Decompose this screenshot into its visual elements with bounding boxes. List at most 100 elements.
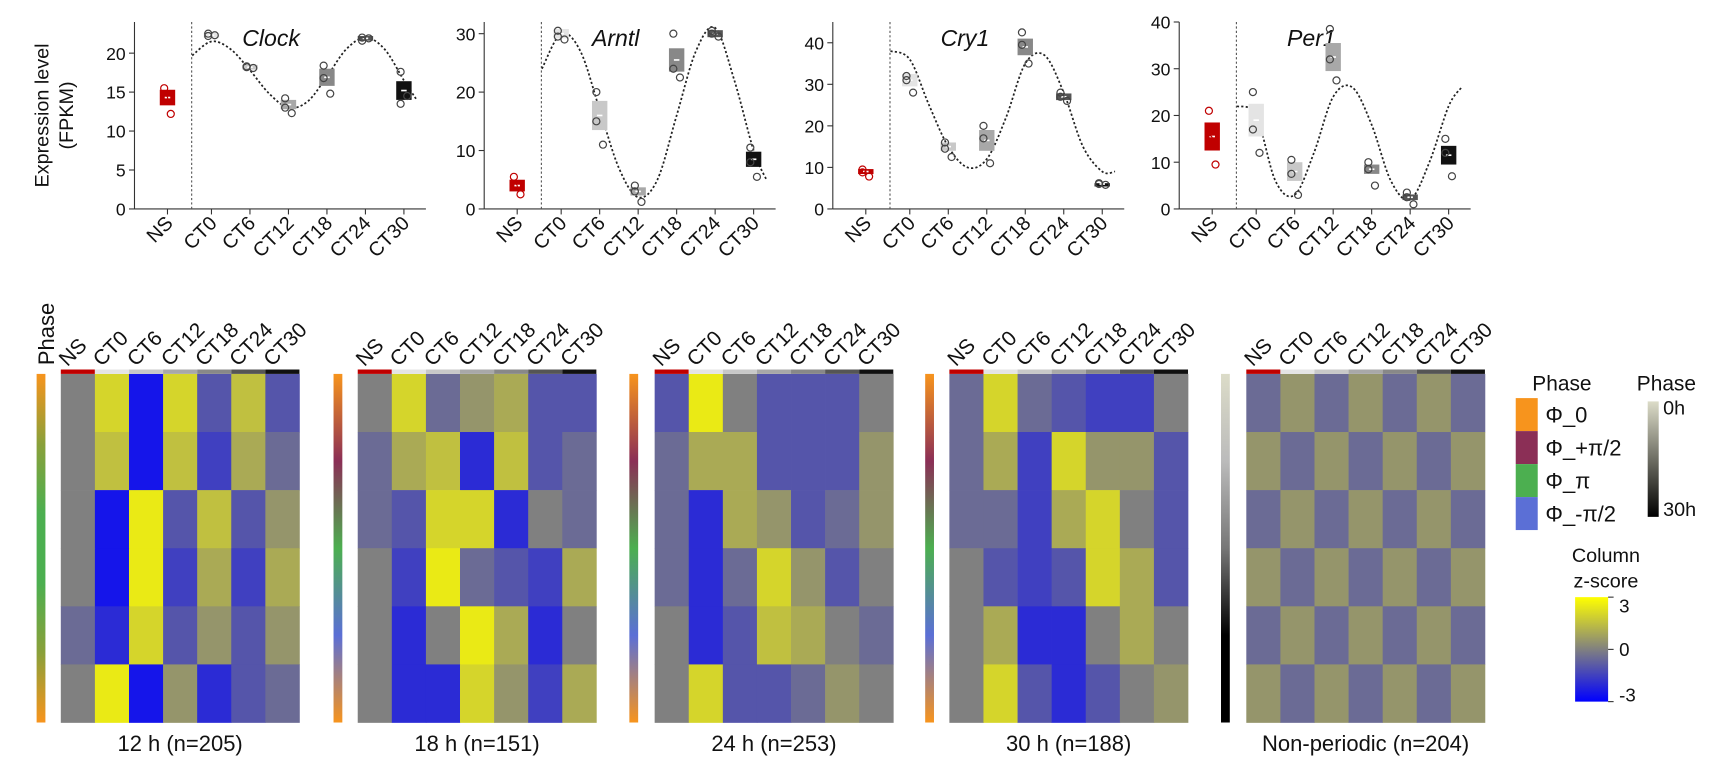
- heat-cell: [60, 548, 96, 607]
- heat-cell: [1416, 432, 1452, 491]
- column-label: CT0: [1274, 327, 1318, 371]
- heat-cell: [163, 606, 198, 665]
- replicate-point: [637, 197, 646, 207]
- replicate-point: [1101, 180, 1110, 189]
- heat-cell: [654, 548, 690, 607]
- replicate-point: [516, 190, 525, 199]
- column-bar: [128, 369, 164, 374]
- y-tick-label: 30: [456, 24, 476, 44]
- z-title: Column: [1572, 545, 1640, 567]
- heat-cell: [654, 490, 690, 549]
- column-bar: [1382, 369, 1417, 374]
- heat-cell: [756, 490, 792, 549]
- heat-cell: [60, 490, 96, 549]
- replicate-point: [1287, 155, 1296, 164]
- x-tick-label: CT18: [287, 212, 337, 262]
- replicate-point: [160, 94, 169, 103]
- heat-cell: [1416, 606, 1452, 665]
- heat-cell: [94, 432, 130, 491]
- x-tick-label: CT18: [1332, 212, 1382, 262]
- heat-cell: [1153, 548, 1189, 607]
- replicate-point: [858, 165, 867, 174]
- heat-cell: [1246, 432, 1281, 491]
- replicate-point: [592, 87, 601, 97]
- heat-cell: [1246, 490, 1281, 549]
- panel-title: Clock: [242, 25, 301, 51]
- y-tick-label: 0: [1161, 200, 1171, 220]
- y-tick-label: 10: [1151, 153, 1171, 173]
- time-label: 0h: [1663, 398, 1685, 420]
- column-label: NS: [55, 334, 92, 371]
- column-label: CT0: [977, 327, 1021, 371]
- heat-cell: [1314, 606, 1349, 665]
- x-tick-label: CT30: [1409, 212, 1459, 262]
- heat-cell: [1085, 373, 1121, 433]
- heat-cell: [94, 490, 130, 549]
- replicate-point: [1017, 28, 1027, 37]
- replicate-point: [1293, 190, 1303, 200]
- column-bar: [688, 369, 723, 374]
- column-bar: [60, 369, 95, 374]
- heat-cell: [1119, 432, 1155, 491]
- heat-cell: [1017, 373, 1052, 433]
- replicate-point: [281, 103, 290, 112]
- heat-cell: [357, 490, 393, 549]
- heat-cell: [949, 490, 984, 549]
- column-label: CT0: [386, 327, 430, 371]
- heat-cell: [528, 664, 563, 723]
- heat-cell: [756, 606, 792, 665]
- heat-cell: [1314, 373, 1349, 433]
- heat-cell: [1348, 606, 1383, 665]
- replicate-point: [902, 76, 911, 85]
- heat-cell: [1246, 548, 1281, 607]
- heat-cell: [562, 548, 597, 607]
- time-bar: [1647, 401, 1659, 517]
- heat-cell: [231, 373, 266, 433]
- heat-cell: [756, 548, 792, 607]
- heat-cell: [825, 606, 860, 665]
- heat-cell: [231, 490, 266, 549]
- heat-cell: [562, 606, 597, 665]
- heat-cell: [528, 548, 563, 607]
- fit-curve: [1236, 84, 1463, 202]
- heat-cell: [1280, 606, 1315, 665]
- heat-cell: [1450, 490, 1486, 549]
- column-bar: [391, 369, 426, 374]
- heat-cell: [460, 606, 495, 665]
- heat-cell: [825, 373, 860, 433]
- heat-cell: [425, 606, 461, 665]
- heat-cell: [722, 548, 758, 607]
- fit-curve: [890, 50, 1116, 175]
- panel-title: Arntl: [590, 25, 640, 51]
- heat-cell: [859, 548, 894, 607]
- column-bar: [425, 369, 461, 374]
- replicate-point: [979, 121, 988, 130]
- heat-cell: [391, 432, 427, 491]
- column-bar: [983, 369, 1018, 374]
- heat-cell: [1017, 548, 1052, 607]
- x-tick-label: CT30: [1063, 212, 1113, 262]
- heat-cell: [391, 664, 427, 723]
- y-tick-label: 40: [1151, 13, 1171, 33]
- heat-cell: [1348, 490, 1383, 549]
- x-tick-label: CT18: [986, 212, 1036, 262]
- heat-cell: [949, 373, 984, 433]
- fit-curve: [541, 25, 768, 199]
- column-label: CT0: [89, 327, 133, 371]
- heat-cell: [859, 490, 894, 549]
- y-tick-label: 10: [106, 122, 126, 142]
- heat-cell: [688, 373, 724, 433]
- heat-cell: [128, 373, 164, 433]
- heat-cell: [859, 664, 894, 723]
- replicate-point: [1332, 76, 1341, 85]
- heat-cell: [1051, 432, 1087, 491]
- y-tick-label: 20: [106, 44, 126, 64]
- heat-cell: [197, 490, 232, 549]
- x-tick-label: CT0: [180, 212, 222, 254]
- y-tick-label: 0: [116, 200, 126, 220]
- replicate-point: [752, 172, 762, 181]
- replicate-point: [947, 152, 956, 162]
- heat-cell: [460, 664, 495, 723]
- heat-cell: [859, 373, 894, 433]
- phase-entry: Φ_-π/2: [1545, 501, 1616, 526]
